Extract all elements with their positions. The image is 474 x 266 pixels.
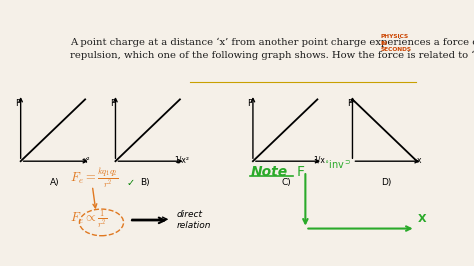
Text: F: F — [110, 99, 115, 108]
Text: Note: Note — [250, 165, 287, 179]
Text: F: F — [247, 99, 253, 108]
Text: D): D) — [381, 178, 392, 187]
Text: A): A) — [50, 178, 59, 187]
Text: F: F — [347, 99, 352, 108]
Text: x²: x² — [83, 156, 91, 165]
Text: X: X — [418, 214, 426, 225]
Text: $F_e \propto \frac{1}{r^2}$: $F_e \propto \frac{1}{r^2}$ — [70, 208, 108, 230]
Text: F: F — [15, 99, 20, 108]
Text: x: x — [416, 156, 421, 165]
Text: $^{\circ}$inv$^{\supset}$: $^{\circ}$inv$^{\supset}$ — [324, 159, 352, 171]
Text: $F_e = \frac{kq_1q_2}{r^2}$: $F_e = \frac{kq_1q_2}{r^2}$ — [70, 165, 119, 190]
Text: B): B) — [140, 178, 149, 187]
Text: F: F — [296, 165, 304, 179]
Text: PHYSICS
IN
SECONDS: PHYSICS IN SECONDS — [381, 34, 412, 52]
Text: ✓: ✓ — [127, 178, 135, 188]
Text: A point charge at a distance ‘x’ from another point charge experiences a force o: A point charge at a distance ‘x’ from an… — [70, 38, 474, 60]
Text: 1/x²: 1/x² — [174, 156, 189, 165]
Text: 1/x: 1/x — [313, 156, 325, 165]
Text: direct
relation: direct relation — [177, 210, 211, 230]
Text: C): C) — [282, 178, 292, 187]
